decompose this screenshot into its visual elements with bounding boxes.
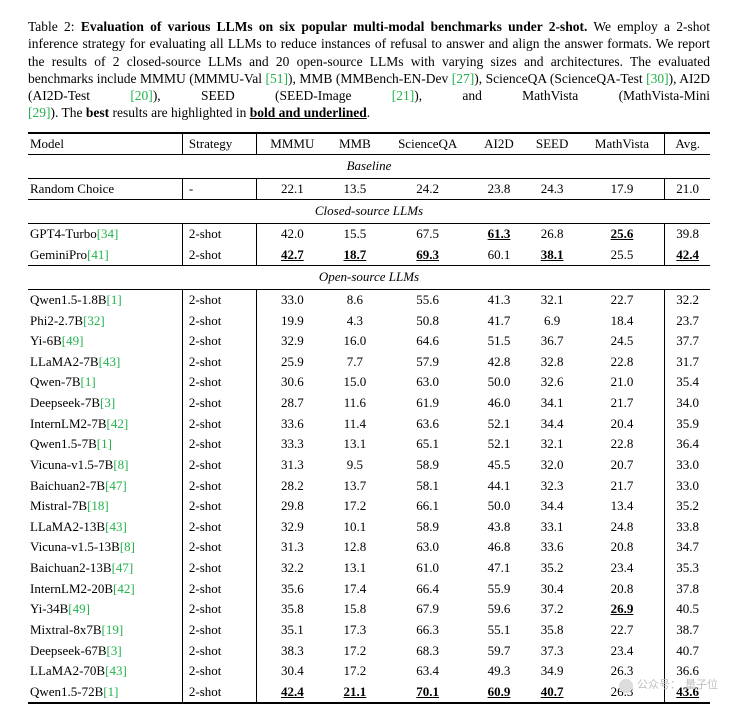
table-row: LLaMA2-70B[43]2-shot30.417.263.449.334.9… (28, 661, 710, 682)
cell-seed: 24.3 (525, 178, 580, 200)
col-strategy: Strategy (182, 133, 256, 155)
col-seed: SEED (525, 133, 580, 155)
section-closed-label: Closed-source LLMs (28, 200, 710, 224)
results-table: Model Strategy MMMU MMB ScienceQA AI2D S… (28, 132, 710, 705)
caption-body-7: ). The (51, 105, 86, 120)
cite-21: [21] (392, 88, 415, 103)
cite-51: [51] (265, 71, 288, 86)
cell-name: Random Choice (28, 178, 182, 200)
table-row: LLaMA2-7B[43]2-shot25.97.757.942.832.822… (28, 352, 710, 373)
table-row: Yi-34B[49]2-shot35.815.867.959.637.226.9… (28, 599, 710, 620)
cell-avg: 39.8 (665, 224, 710, 245)
table-row: Vicuna-v1.5-13B[8]2-shot31.312.863.046.8… (28, 537, 710, 558)
cell-strategy: 2-shot (182, 224, 256, 245)
cell-mv: 25.5 (580, 245, 665, 266)
cell-mmmu: 42.0 (256, 224, 328, 245)
cell-strategy: 2-shot (182, 245, 256, 266)
section-open-label: Open-source LLMs (28, 266, 710, 290)
table-row: Qwen1.5-1.8B[1]2-shot33.08.655.641.332.1… (28, 289, 710, 310)
cell-mmb: 18.7 (328, 245, 382, 266)
cell-name: GeminiPro[41] (28, 245, 182, 266)
table-header-row: Model Strategy MMMU MMB ScienceQA AI2D S… (28, 133, 710, 155)
cell-name: GPT4-Turbo[34] (28, 224, 182, 245)
table-row: Mixtral-8x7B[19]2-shot35.117.366.355.135… (28, 620, 710, 641)
col-scienceqa: ScienceQA (382, 133, 473, 155)
cell-sqa: 24.2 (382, 178, 473, 200)
cell-mmmu: 42.7 (256, 245, 328, 266)
table-row: Baichuan2-13B[47]2-shot32.213.161.047.13… (28, 558, 710, 579)
cell-sqa: 67.5 (382, 224, 473, 245)
caption-body-9: . (367, 105, 370, 120)
table-row: Qwen1.5-72B[1]2-shot42.421.170.160.940.7… (28, 682, 710, 704)
cell-mmb: 13.5 (328, 178, 382, 200)
section-baseline: Baseline (28, 155, 710, 179)
cell-avg: 21.0 (665, 178, 710, 200)
section-open: Open-source LLMs (28, 266, 710, 290)
table-row: Phi2-2.7B[32]2-shot19.94.350.841.76.918.… (28, 311, 710, 332)
caption-bold-underlined: bold and underlined (250, 105, 367, 120)
cell-seed: 26.8 (525, 224, 580, 245)
table-row: Deepseek-7B[3]2-shot28.711.661.946.034.1… (28, 393, 710, 414)
caption-body-2: ), MMB (MMBench-EN-Dev (288, 71, 452, 86)
table-caption: Table 2: Evaluation of various LLMs on s… (28, 18, 710, 122)
caption-best: best (86, 105, 109, 120)
cell-mv: 25.6 (580, 224, 665, 245)
section-closed: Closed-source LLMs (28, 200, 710, 224)
cite-30: [30] (646, 71, 669, 86)
cite-20: [20] (130, 88, 153, 103)
table-row: Yi-6B[49]2-shot32.916.064.651.536.724.53… (28, 331, 710, 352)
table-row: InternLM2-20B[42]2-shot35.617.466.455.93… (28, 579, 710, 600)
col-mmb: MMB (328, 133, 382, 155)
col-mathvista: MathVista (580, 133, 665, 155)
col-mmmu: MMMU (256, 133, 328, 155)
cell-strategy: - (182, 178, 256, 200)
cell-ai2d: 23.8 (473, 178, 524, 200)
col-model: Model (28, 133, 182, 155)
cite-27: [27] (452, 71, 475, 86)
caption-body-3: ), ScienceQA (ScienceQA-Test (474, 71, 646, 86)
row-gpt4-turbo: GPT4-Turbo[34] 2-shot 42.0 15.5 67.5 61.… (28, 224, 710, 245)
cell-mmmu: 22.1 (256, 178, 328, 200)
caption-body-5: ), SEED (SEED-Image (153, 88, 392, 103)
table-row: InternLM2-7B[42]2-shot33.611.463.652.134… (28, 414, 710, 435)
cell-seed: 38.1 (525, 245, 580, 266)
cell-mmb: 15.5 (328, 224, 382, 245)
section-baseline-label: Baseline (28, 155, 710, 179)
row-random-choice: Random Choice - 22.1 13.5 24.2 23.8 24.3… (28, 178, 710, 200)
table-row: Qwen1.5-7B[1]2-shot33.313.165.152.132.12… (28, 434, 710, 455)
table-row: Vicuna-v1.5-7B[8]2-shot31.39.558.945.532… (28, 455, 710, 476)
caption-body-6: ), and MathVista (MathVista-Mini (414, 88, 710, 103)
cell-ai2d: 61.3 (473, 224, 524, 245)
col-avg: Avg. (665, 133, 710, 155)
caption-body-8: results are highlighted in (109, 105, 250, 120)
cell-ai2d: 60.1 (473, 245, 524, 266)
caption-title: Evaluation of various LLMs on six popula… (81, 19, 588, 34)
cite-29: [29] (28, 105, 51, 120)
table-row: Qwen-7B[1]2-shot30.615.063.050.032.621.0… (28, 372, 710, 393)
table-row: Deepseek-67B[3]2-shot38.317.268.359.737.… (28, 641, 710, 662)
caption-label: Table 2: (28, 19, 75, 34)
cell-avg: 42.4 (665, 245, 710, 266)
cell-sqa: 69.3 (382, 245, 473, 266)
row-gemini-pro: GeminiPro[41] 2-shot 42.7 18.7 69.3 60.1… (28, 245, 710, 266)
cell-mv: 17.9 (580, 178, 665, 200)
table-row: Baichuan2-7B[47]2-shot28.213.758.144.132… (28, 476, 710, 497)
col-ai2d: AI2D (473, 133, 524, 155)
table-row: Mistral-7B[18]2-shot29.817.266.150.034.4… (28, 496, 710, 517)
table-row: LLaMA2-13B[43]2-shot32.910.158.943.833.1… (28, 517, 710, 538)
